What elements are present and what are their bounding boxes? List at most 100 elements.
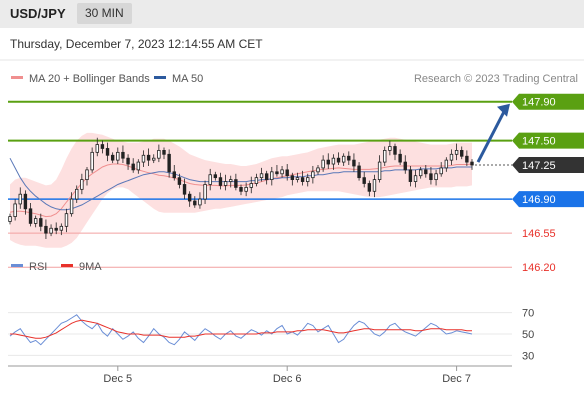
candle — [208, 168, 212, 191]
candle — [18, 187, 22, 209]
candle — [23, 190, 28, 215]
candle — [85, 166, 89, 186]
candle — [254, 173, 259, 187]
candle — [449, 149, 454, 166]
candle — [249, 176, 253, 194]
candle — [69, 192, 74, 217]
candle — [460, 146, 464, 160]
ma50-line — [9, 157, 472, 211]
legend-rsi-swatch — [11, 264, 23, 267]
candle — [270, 166, 274, 186]
rsi-series-9ma — [10, 319, 472, 339]
price-label-147.50: 147.50 — [512, 132, 584, 149]
candle — [259, 167, 264, 182]
timeframe-button[interactable]: 30 MIN — [77, 3, 132, 24]
svg-text:Dec 7: Dec 7 — [442, 373, 471, 385]
candle — [439, 162, 443, 177]
candle — [316, 165, 320, 175]
candle — [141, 150, 146, 167]
svg-text:30: 30 — [522, 350, 534, 362]
chart-datetime: Thursday, December 7, 2023 12:14:55 AM C… — [10, 37, 263, 51]
legend-ma50-label: MA 50 — [172, 73, 203, 85]
candle — [398, 149, 402, 166]
rsi-series-rsi — [9, 314, 473, 346]
candle — [383, 146, 387, 166]
candle — [234, 173, 238, 191]
price-label-147.90: 147.90 — [512, 93, 584, 110]
candle — [434, 169, 438, 186]
candle — [28, 202, 33, 227]
watermark: Research © 2023 Trading Central — [414, 73, 578, 85]
candle — [39, 213, 43, 232]
candle — [131, 158, 135, 173]
candle — [470, 159, 474, 170]
candle — [290, 172, 295, 186]
candle — [444, 157, 449, 172]
candle — [110, 152, 115, 164]
legend-ma50-swatch — [154, 76, 166, 79]
candle — [146, 148, 151, 166]
candle — [193, 196, 197, 208]
legend-9ma-label: 9MA — [79, 261, 102, 273]
candle — [408, 165, 413, 187]
candle — [362, 171, 366, 188]
price-labels: 147.90 147.50 147.25 146.90 146.55 146.20 — [512, 93, 584, 274]
candle — [59, 223, 64, 236]
candle — [229, 175, 233, 188]
rsi-tick-70: 70 — [8, 308, 534, 320]
legend-9ma-swatch — [61, 264, 73, 267]
svg-text:146.90: 146.90 — [522, 194, 556, 206]
legend-rsi-label: RSI — [29, 261, 47, 273]
candle — [424, 165, 428, 178]
svg-text:70: 70 — [522, 308, 534, 320]
candle — [33, 215, 38, 228]
candle — [157, 144, 161, 163]
candle — [239, 184, 243, 196]
svg-text:147.25: 147.25 — [522, 160, 556, 172]
candle — [126, 154, 130, 170]
candle — [429, 166, 433, 185]
candle — [336, 152, 341, 166]
x-tick-dec-7: Dec 7 — [442, 366, 471, 385]
candle — [203, 180, 207, 204]
candle — [75, 185, 79, 203]
candle — [54, 222, 58, 235]
candle — [80, 173, 84, 195]
price-label-146.55: 146.55 — [522, 228, 556, 240]
price-plot — [8, 100, 512, 268]
symbol-title: USD/JPY — [10, 6, 66, 21]
price-label-146.20: 146.20 — [522, 262, 556, 274]
candle — [285, 164, 289, 181]
candle — [64, 208, 69, 233]
candle — [172, 165, 176, 181]
candle — [182, 178, 187, 200]
svg-text:146.55: 146.55 — [522, 228, 556, 240]
svg-text:147.90: 147.90 — [522, 97, 556, 109]
forecast-arrow — [476, 111, 506, 163]
candle — [264, 170, 269, 185]
candle — [321, 155, 325, 172]
candle — [116, 147, 120, 165]
candle — [152, 154, 156, 164]
candle — [306, 173, 310, 187]
forecast-arrowhead — [497, 103, 510, 117]
legend-bb-label: MA 20 + Bollinger Bands — [29, 73, 150, 85]
candle — [162, 147, 166, 160]
candle — [367, 180, 372, 197]
candle — [465, 150, 469, 166]
candle — [100, 140, 105, 154]
candle — [213, 171, 218, 181]
candle — [49, 224, 53, 237]
rsi-plot: 70 50 30 — [8, 308, 534, 362]
candle — [454, 143, 459, 161]
svg-text:147.50: 147.50 — [522, 136, 556, 148]
candle — [341, 153, 346, 166]
candle — [121, 145, 125, 164]
candle — [311, 165, 315, 184]
candle — [295, 172, 300, 183]
candle — [418, 166, 423, 179]
price-label-147.25: 147.25 — [512, 157, 584, 174]
svg-text:Dec 6: Dec 6 — [273, 373, 302, 385]
legend-bb-swatch — [11, 76, 23, 79]
candle — [187, 191, 192, 207]
